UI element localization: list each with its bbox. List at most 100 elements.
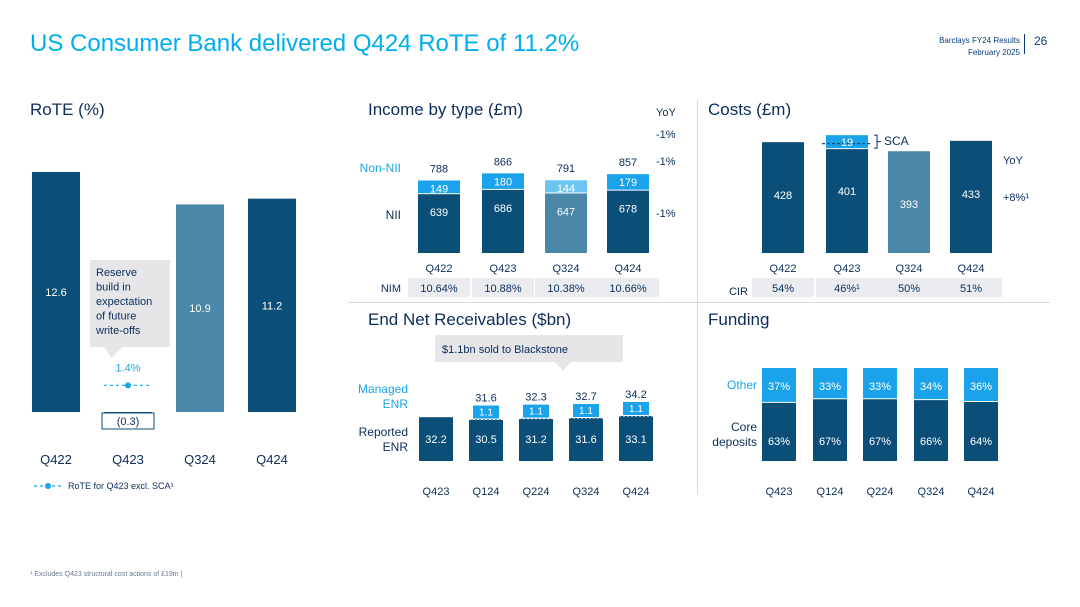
enr-bar-reported <box>469 419 503 461</box>
section-divider-vertical <box>697 100 698 495</box>
enr-bar-reported <box>519 418 553 461</box>
income-total-label: 791 <box>557 163 575 175</box>
funding-core-value: 66% <box>920 436 942 448</box>
enr-category-label: Q324 <box>573 486 600 498</box>
rote-callout-line: expectation <box>96 296 152 308</box>
funding-category-label: Q423 <box>766 486 793 498</box>
section-divider-horizontal <box>348 302 1050 303</box>
costs-cir-value: 46%¹ <box>834 283 860 295</box>
funding-bar-other <box>762 368 796 403</box>
costs-bar-q424 <box>950 140 992 253</box>
funding-bar-core <box>914 399 948 461</box>
costs-yoy-label: YoY <box>1003 155 1023 167</box>
income-chart-title: Income by type (£m) <box>368 100 523 119</box>
funding-core-value: 64% <box>970 436 992 448</box>
funding-bar-other <box>914 368 948 400</box>
costs-cir-label: CIR <box>729 286 748 298</box>
rote-callout-box <box>90 260 170 358</box>
enr-chart-title: End Net Receivables ($bn) <box>368 310 572 329</box>
header-divider <box>1024 34 1025 54</box>
enr-total-label: 32.7 <box>575 391 596 403</box>
costs-category-label: Q423 <box>834 263 861 275</box>
funding-bar-core <box>863 398 897 461</box>
enr-managed-value: 1.1 <box>629 404 643 415</box>
enr-bar-reported <box>569 418 603 461</box>
enr-bar-managed <box>523 404 549 418</box>
funding-category-label: Q324 <box>918 486 945 498</box>
report-name: Barclays FY24 Results <box>939 36 1020 45</box>
enr-category-label: Q423 <box>423 486 450 498</box>
costs-sca-bracket <box>874 134 881 149</box>
rote-legend-dot <box>45 483 51 489</box>
footnote: ¹ Excludes Q423 structural cost actions … <box>30 571 183 578</box>
funding-bar-core <box>813 398 847 461</box>
income-total-label: 788 <box>430 164 448 176</box>
income-non-nii-value: 149 <box>430 184 448 196</box>
income-yoy-value: -1% <box>656 208 676 220</box>
funding-chart: 37% 63% Q423 33% 67% Q124 33% 67% Q224 34% 66% Q324… <box>712 368 998 498</box>
enr-bar-managed <box>573 404 599 418</box>
income-bar-non-nii <box>545 180 587 193</box>
income-bar-nii <box>482 189 524 253</box>
income-category-label: Q422 <box>426 263 453 275</box>
costs-cir-value: 50% <box>898 283 920 295</box>
income-nii-value: 678 <box>619 204 637 216</box>
costs-category-label: Q422 <box>770 263 797 275</box>
income-total-label: 866 <box>494 156 512 168</box>
income-total-label: 857 <box>619 157 637 169</box>
enr-category-label: Q124 <box>473 486 500 498</box>
rote-category-label: Q424 <box>256 452 288 467</box>
funding-other-value: 34% <box>920 381 942 393</box>
enr-reported-value: 31.2 <box>525 434 546 446</box>
rote-category-label: Q423 <box>112 452 144 467</box>
rote-category-label: Q324 <box>184 452 216 467</box>
funding-series-label-other: Other <box>727 378 757 392</box>
income-non-nii-value: 179 <box>619 177 637 189</box>
income-series-label-nii: NII <box>386 208 401 222</box>
rote-callout-line: build in <box>96 282 131 294</box>
funding-core-value: 67% <box>819 436 841 448</box>
enr-bar-managed <box>473 405 499 419</box>
costs-bar-q422 <box>762 142 804 253</box>
enr-chart: $1.1bn sold to Blackstone 32.2 Q423 30.5 1.1… <box>358 335 653 498</box>
funding-bar-other <box>813 368 847 399</box>
funding-bar-core <box>964 401 998 461</box>
costs-cir-cell <box>752 278 814 297</box>
costs-value-label: 393 <box>900 199 918 211</box>
costs-category-label: Q324 <box>896 263 923 275</box>
rote-chart: 12.6 Q422 (0.3) Q423 10.9 Q324 11.2 Q424 1.4% Res… <box>32 172 296 491</box>
income-nim-cell <box>408 278 470 297</box>
funding-other-value: 36% <box>970 381 992 393</box>
enr-series-label-managed: ENR <box>383 397 409 411</box>
rote-value-label: 12.6 <box>45 287 66 299</box>
costs-sca-label: SCA <box>884 134 909 148</box>
costs-value-label: 428 <box>774 190 792 202</box>
report-date: February 2025 <box>967 48 1020 57</box>
costs-yoy-value: +8%¹ <box>1003 192 1029 204</box>
rote-value-label: (0.3) <box>117 416 140 428</box>
costs-bar-q324 <box>888 151 930 253</box>
enr-series-label-reported: ENR <box>383 440 409 454</box>
enr-total-label: 34.2 <box>625 389 646 401</box>
income-bar-non-nii <box>607 174 649 190</box>
enr-reported-value: 33.1 <box>625 434 646 446</box>
rote-callout-line: write-offs <box>95 325 141 337</box>
rote-callout-line: Reserve <box>96 267 137 279</box>
enr-bar-reported <box>619 415 653 461</box>
funding-other-value: 37% <box>768 381 790 393</box>
income-category-label: Q424 <box>615 263 642 275</box>
costs-sca-value: 19 <box>841 137 853 149</box>
income-bar-nii <box>607 190 649 253</box>
funding-core-value: 63% <box>768 436 790 448</box>
enr-category-label: Q224 <box>523 486 550 498</box>
costs-category-label: Q424 <box>958 263 985 275</box>
costs-cir-cell <box>878 278 940 297</box>
rote-bar-q424 <box>248 198 296 412</box>
income-nim-value: 10.88% <box>484 283 522 295</box>
enr-total-label: 32.3 <box>525 392 546 404</box>
rote-negative-box <box>101 412 155 430</box>
income-nii-value: 639 <box>430 207 448 219</box>
income-series-label-non-nii: Non-NII <box>360 161 401 175</box>
rote-category-label: Q422 <box>40 452 72 467</box>
rote-marker-dot <box>125 382 131 389</box>
